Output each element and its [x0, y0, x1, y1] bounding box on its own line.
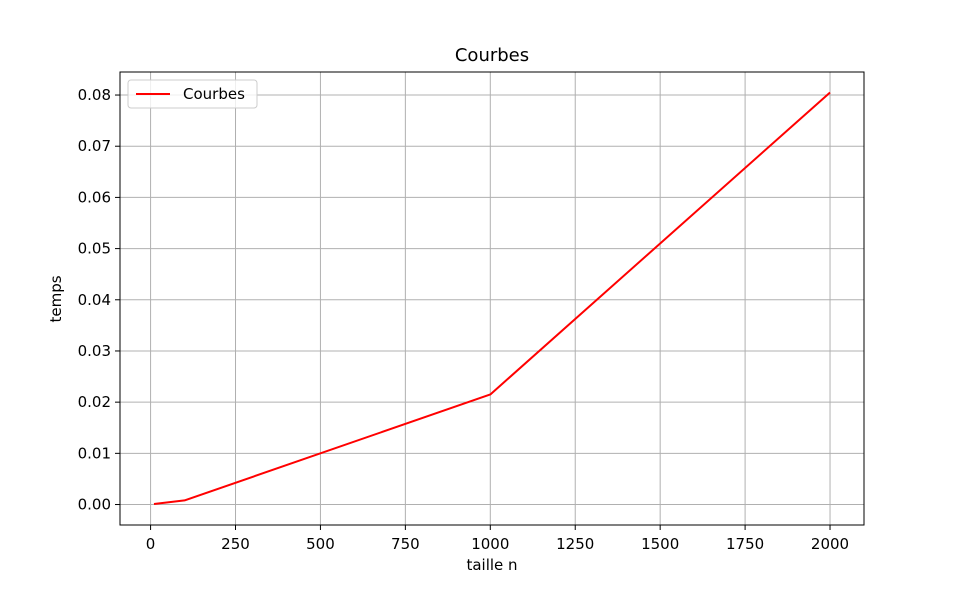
- x-tick-label: 2000: [811, 535, 849, 553]
- y-tick-label: 0.01: [78, 444, 111, 462]
- x-tick-label: 750: [391, 535, 420, 553]
- x-tick-label: 1500: [641, 535, 679, 553]
- legend-entry-label: Courbes: [183, 85, 245, 103]
- x-tick-label: 0: [146, 535, 156, 553]
- y-tick-label: 0.08: [78, 86, 111, 104]
- x-tick-label: 500: [306, 535, 335, 553]
- y-tick-label: 0.07: [78, 137, 111, 155]
- chart-title: Courbes: [455, 45, 529, 66]
- x-tick-label: 1000: [471, 535, 509, 553]
- y-axis-label: temps: [47, 275, 65, 322]
- y-tick-label: 0.00: [78, 496, 111, 514]
- x-tick-label: 1250: [556, 535, 594, 553]
- series-layer: [153, 91, 831, 506]
- y-tick-label: 0.06: [78, 188, 111, 206]
- y-tick-label: 0.05: [78, 240, 111, 258]
- x-axis-label: taille n: [466, 556, 517, 574]
- plot-area: [120, 72, 864, 525]
- y-tick-label: 0.02: [78, 393, 111, 411]
- x-tick-label: 250: [221, 535, 250, 553]
- grid-layer: [120, 72, 864, 525]
- legend-box: [127, 79, 258, 109]
- x-tick-label: 1750: [726, 535, 764, 553]
- y-tick-label: 0.04: [78, 291, 111, 309]
- legend: Courbes: [127, 79, 258, 109]
- y-tick-label: 0.03: [78, 342, 111, 360]
- series-line: [153, 91, 831, 506]
- tick-layer: 0 250 500 750 1000 1250 1500 1750 2000 0.00 0.01 0.…: [78, 86, 850, 553]
- plot-frame: [119, 71, 865, 526]
